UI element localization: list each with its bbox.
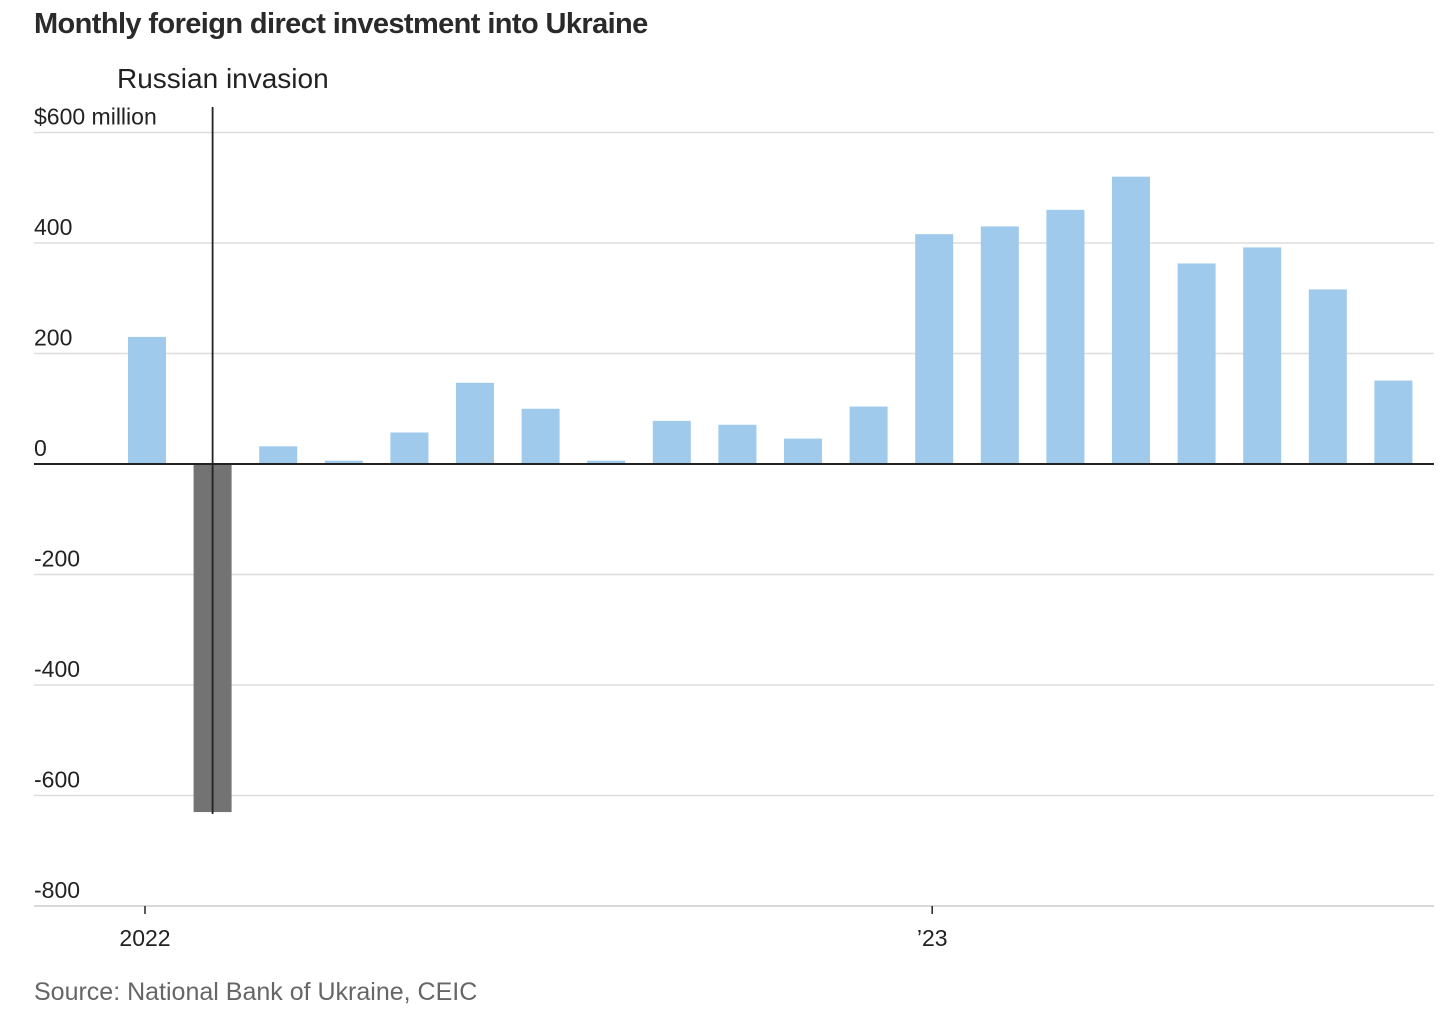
y-tick-label: 200 [34, 325, 72, 351]
bar [718, 424, 757, 464]
bar [915, 234, 954, 464]
bar [849, 406, 888, 464]
bar [980, 226, 1019, 464]
bar [456, 382, 494, 464]
bar [587, 460, 626, 464]
bar [652, 420, 691, 464]
bar [1374, 380, 1413, 464]
bar [1046, 209, 1085, 464]
gridlines [34, 131, 1434, 907]
y-tick-label: $600 million [34, 104, 157, 130]
tick-labels: $600 million 400 200 0 -200 -400 -600 -800 Russi… [34, 63, 948, 951]
axes [34, 107, 1434, 914]
bar [128, 336, 166, 464]
y-tick-label: 0 [34, 435, 47, 461]
bar [521, 408, 560, 464]
bar [324, 460, 363, 464]
bar [784, 438, 822, 464]
bar [1177, 263, 1216, 464]
x-tick-label: 2022 [119, 925, 170, 951]
bar [259, 446, 298, 464]
y-tick-label: -200 [34, 546, 80, 572]
x-tick-label: ’23 [917, 925, 948, 951]
y-tick-label: -800 [34, 877, 80, 903]
y-tick-label: -600 [34, 767, 80, 793]
bar [390, 432, 429, 464]
bar [1308, 289, 1347, 464]
chart-title: Monthly foreign direct investment into U… [34, 8, 648, 40]
source-note: Source: National Bank of Ukraine, CEIC [34, 978, 478, 1006]
y-tick-label: 400 [34, 214, 72, 240]
y-tick-label: -400 [34, 656, 80, 682]
bar [1243, 247, 1282, 464]
bar [1112, 176, 1150, 464]
invasion-annotation: Russian invasion [117, 63, 329, 94]
bars [128, 176, 1413, 813]
